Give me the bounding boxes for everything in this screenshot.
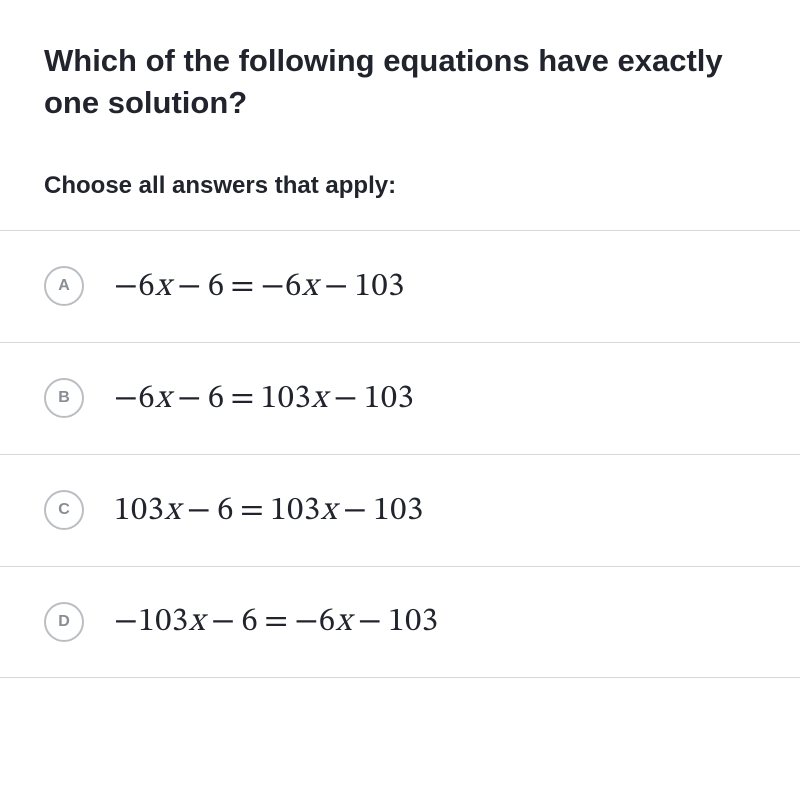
instruction-text: Choose all answers that apply: <box>44 172 756 200</box>
option-d[interactable]: D −103x−6=−6x−103 <box>0 566 800 678</box>
option-letter-d: D <box>44 602 84 642</box>
option-equation-b: −6x−6=103x−103 <box>114 382 414 415</box>
question-text: Which of the following equations have ex… <box>44 40 756 124</box>
option-equation-a: −6x−6=−6x−103 <box>114 270 405 303</box>
option-letter-c: C <box>44 490 84 530</box>
option-equation-d: −103x−6=−6x−103 <box>114 605 439 638</box>
option-equation-c: 103x−6=103x−103 <box>114 494 424 527</box>
option-c[interactable]: C 103x−6=103x−103 <box>0 454 800 566</box>
option-a[interactable]: A −6x−6=−6x−103 <box>0 230 800 342</box>
options-list: A −6x−6=−6x−103 B −6x−6=103x−103 C 103x−… <box>0 230 800 678</box>
option-letter-b: B <box>44 378 84 418</box>
option-b[interactable]: B −6x−6=103x−103 <box>0 342 800 454</box>
option-letter-a: A <box>44 266 84 306</box>
